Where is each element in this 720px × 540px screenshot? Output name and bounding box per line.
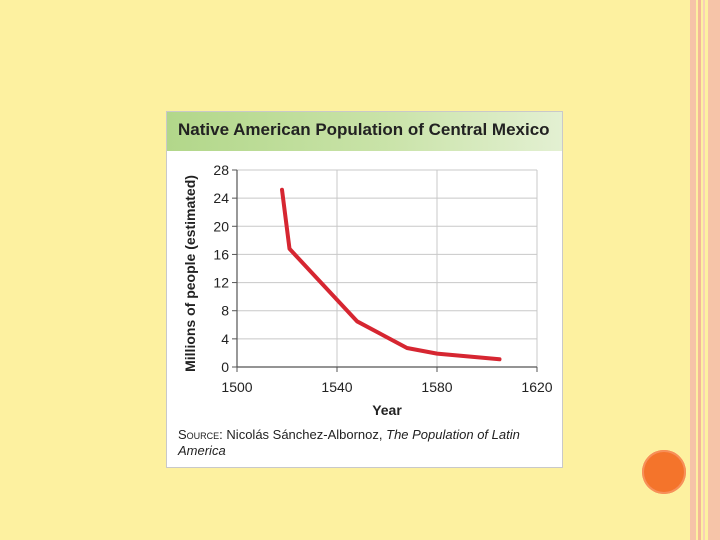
border-stripe <box>703 0 705 540</box>
right-border-decoration <box>688 0 720 540</box>
x-axis-label: Year <box>372 402 402 418</box>
chart-header: Native American Population of Central Me… <box>167 112 562 151</box>
border-stripe <box>690 0 696 540</box>
border-stripe <box>698 0 701 540</box>
y-tick-label: 12 <box>213 275 229 291</box>
source-label: Source: <box>178 427 223 442</box>
x-tick-labels: 1500 1540 1580 1620 <box>221 379 552 395</box>
axes <box>232 169 538 372</box>
series-line <box>280 187 502 362</box>
y-tick-label: 0 <box>221 359 229 375</box>
y-tick-labels: 0 4 8 12 16 20 24 28 <box>213 162 229 375</box>
x-tick-label: 1620 <box>521 379 552 395</box>
y-tick-label: 16 <box>213 246 229 262</box>
chart-card: Native American Population of Central Me… <box>166 111 563 468</box>
x-tick-label: 1580 <box>421 379 452 395</box>
y-axis-label: Millions of people (estimated) <box>182 175 198 372</box>
x-tick-label: 1540 <box>321 379 352 395</box>
y-tick-label: 20 <box>213 218 229 234</box>
series-group <box>280 187 502 362</box>
border-stripe <box>708 0 720 540</box>
slide-bullet-dot <box>642 450 686 494</box>
chart-title: Native American Population of Central Me… <box>178 120 550 139</box>
source-citation: Source: Nicolás Sánchez-Albornoz, The Po… <box>178 427 548 459</box>
source-author: Nicolás Sánchez-Albornoz, <box>226 427 383 442</box>
source-title: The Population of Latin America <box>178 427 520 458</box>
y-tick-label: 8 <box>221 303 229 319</box>
y-tick-label: 28 <box>213 162 229 178</box>
y-tick-label: 24 <box>213 190 229 206</box>
y-tick-label: 4 <box>221 331 229 347</box>
x-tick-label: 1500 <box>221 379 252 395</box>
